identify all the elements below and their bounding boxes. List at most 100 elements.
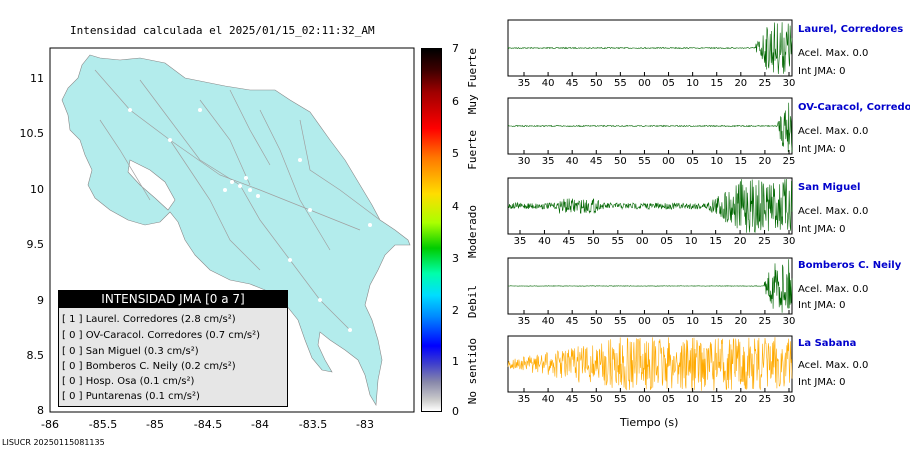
legend-title: INTENSIDAD JMA [0 a 7]	[58, 290, 288, 308]
station-int-bomberos: Int JMA: 0	[798, 300, 846, 311]
waveform-tick-label-3-11: 30	[782, 316, 796, 327]
waveform-tick-label-2-5: 00	[635, 236, 649, 247]
waveform-tick-label-1-9: 15	[734, 156, 748, 167]
waveform-tick-label-4-9: 20	[734, 394, 748, 405]
station-int-laurel: Int JMA: 0	[798, 66, 846, 77]
waveform-trace-2	[507, 178, 793, 233]
legend-item-hosp-osa: [ 0 ] Hosp. Osa (0.1 cm/s²)	[62, 376, 195, 387]
waveform-trace-0	[507, 22, 793, 75]
waveform-tick-label-0-4: 55	[613, 78, 627, 89]
station-name-bomberos: Bomberos C. Neily	[798, 260, 902, 271]
cbar-tick-1: 1	[452, 355, 459, 368]
legend-item-puntarenas: [ 0 ] Puntarenas (0.1 cm/s²)	[62, 391, 200, 402]
waveform-tick-label-3-4: 55	[613, 316, 627, 327]
waveform-tick-label-2-7: 10	[684, 236, 698, 247]
waveform-tick-label-3-1: 40	[541, 316, 555, 327]
waveform-tick-label-2-10: 25	[758, 236, 771, 247]
waveform-tick-label-4-3: 50	[589, 394, 603, 405]
map-ytick-11: 11	[30, 72, 44, 85]
station-acel-ov-caracol: Acel. Max. 0.0	[798, 126, 869, 137]
waveform-tick-label-3-0: 35	[517, 316, 531, 327]
map-xtick-85: -85	[146, 418, 164, 431]
waveform-tick-label-3-3: 50	[589, 316, 603, 327]
station-acel-san-miguel: Acel. Max. 0.0	[798, 206, 869, 217]
waveform-tick-label-4-4: 55	[613, 394, 627, 405]
waveform-tick-label-4-0: 35	[517, 394, 531, 405]
waveform-tick-label-0-8: 15	[710, 78, 724, 89]
waveform-tick-label-4-1: 40	[541, 394, 555, 405]
costa-rica-land	[61, 54, 411, 406]
waveform-tick-label-0-10: 25	[758, 78, 772, 89]
waveform-tick-label-4-8: 15	[710, 394, 724, 405]
waveform-tick-label-2-0: 35	[513, 236, 527, 247]
waveform-tick-label-1-11: 25	[782, 156, 796, 167]
waveform-tick-label-2-8: 15	[709, 236, 722, 247]
map-ytick-8: 8	[37, 404, 44, 417]
map-xtick-86: -86	[41, 418, 59, 431]
waveform-tick-label-4-2: 45	[565, 394, 579, 405]
waveform-tick-label-4-6: 05	[662, 394, 675, 405]
map-xtick-83-5: -83.5	[298, 418, 328, 431]
waveform-tick-label-3-8: 15	[710, 316, 724, 327]
legend-item-bomberos: [ 0 ] Bomberos C. Neily (0.2 cm/s²)	[62, 361, 236, 372]
cbar-tick-7: 7	[452, 42, 459, 55]
waveform-tick-label-3-6: 05	[662, 316, 675, 327]
map-ytick-10: 10	[30, 183, 44, 196]
waveform-tick-label-3-9: 20	[734, 316, 748, 327]
waveform-tick-label-0-1: 40	[541, 78, 555, 89]
station-int-la-sabana: Int JMA: 0	[798, 377, 846, 388]
waveform-tick-label-4-7: 10	[686, 394, 699, 405]
waveform-tick-label-0-11: 30	[782, 78, 796, 89]
waveform-tick-label-1-8: 10	[710, 156, 724, 167]
waveform-tick-label-3-2: 45	[565, 316, 579, 327]
waveform-tick-label-1-1: 35	[541, 156, 555, 167]
waveform-tick-label-4-5: 00	[638, 394, 651, 405]
town-markers	[128, 108, 372, 332]
waveform-trace-3	[508, 259, 793, 313]
waveform-tick-label-1-2: 40	[565, 156, 579, 167]
intensity-colorbar	[421, 48, 442, 412]
map-xtick-84: -84	[251, 418, 269, 431]
waveform-tick-label-1-6: 00	[662, 156, 675, 167]
station-name-laurel: Laurel, Corredores	[798, 24, 904, 35]
cbar-tick-2: 2	[452, 304, 459, 317]
cbar-tick-3: 3	[452, 252, 459, 265]
waveform-tick-label-3-7: 10	[686, 316, 699, 327]
waveform-tick-label-3-10: 25	[758, 316, 772, 327]
waveform-tick-label-3-5: 00	[638, 316, 651, 327]
station-acel-la-sabana: Acel. Max. 0.0	[798, 360, 869, 371]
waveform-tick-label-4-11: 30	[782, 394, 796, 405]
cbar-tick-0: 0	[452, 405, 459, 418]
station-int-san-miguel: Int JMA: 0	[798, 224, 846, 235]
waveform-trace-1	[507, 102, 793, 153]
station-name-la-sabana: La Sabana	[798, 338, 857, 349]
cbar-tick-4: 4	[452, 200, 459, 213]
station-name-ov-caracol: OV-Caracol, Corredore	[798, 102, 910, 113]
legend-item-laurel: [ 1 ] Laurel. Corredores (2.8 cm/s²)	[62, 314, 236, 325]
waveform-tick-label-2-3: 50	[586, 236, 600, 247]
map-ytick-10-5: 10.5	[19, 127, 45, 140]
waveform-tick-label-0-9: 20	[734, 78, 748, 89]
waveform-tick-label-2-2: 45	[562, 236, 576, 247]
map-title: Intensidad calculada el 2025/01/15_02:11…	[70, 24, 375, 37]
station-name-san-miguel: San Miguel	[798, 182, 861, 193]
station-int-ov-caracol: Int JMA: 0	[798, 144, 846, 155]
waveform-tick-label-1-4: 50	[613, 156, 627, 167]
waveform-tick-label-2-1: 40	[538, 236, 551, 247]
waveform-tick-label-0-3: 50	[589, 78, 603, 89]
station-acel-bomberos: Acel. Max. 0.0	[798, 284, 869, 295]
footer-id: LISUCR 20250115081135	[2, 438, 105, 447]
waveform-tick-label-1-7: 05	[686, 156, 699, 167]
waveform-tick-label-4-10: 25	[758, 394, 772, 405]
map-xtick-84-5: -84.5	[193, 418, 223, 431]
waveform-tick-label-0-5: 00	[638, 78, 651, 89]
map-xtick-83: -83	[356, 418, 374, 431]
map-ytick-9-5: 9.5	[26, 238, 45, 251]
map-xtick-85-5: -85.5	[88, 418, 118, 431]
cbar-tick-5: 5	[452, 147, 459, 160]
time-axis-label: Tiempo (s)	[620, 416, 679, 429]
waveform-tick-label-1-10: 20	[758, 156, 772, 167]
station-acel-laurel: Acel. Max. 0.0	[798, 48, 869, 59]
waveform-tick-label-1-3: 45	[589, 156, 603, 167]
